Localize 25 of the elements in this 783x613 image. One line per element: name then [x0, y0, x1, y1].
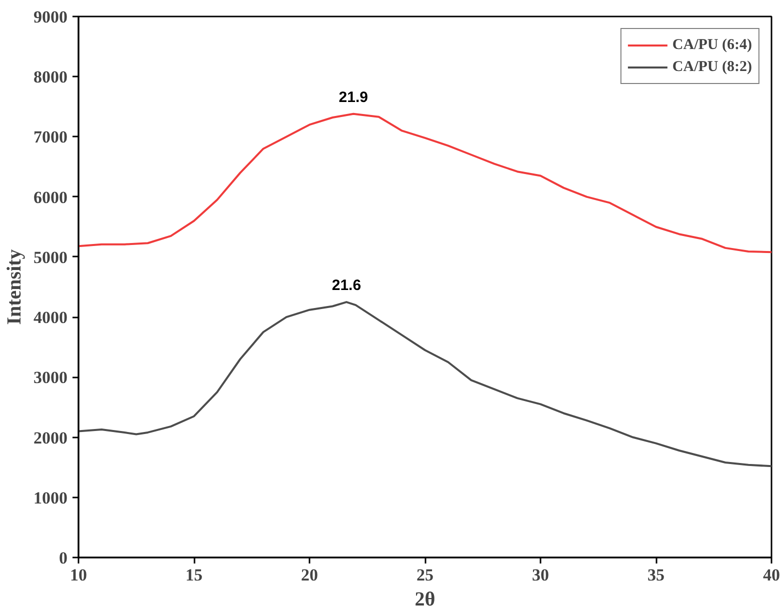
x-tick-label: 10 [70, 566, 87, 584]
x-tick-label: 20 [301, 566, 318, 584]
x-tick-label: 25 [416, 566, 434, 584]
x-axis-title: 2θ [414, 588, 436, 610]
y-tick-label: 4000 [34, 308, 68, 328]
legend-label: CA/PU (6:4) [672, 36, 752, 54]
y-tick-label: 6000 [34, 188, 68, 207]
x-tick-label: 30 [532, 566, 549, 584]
y-tick-label: 1000 [34, 488, 68, 508]
y-tick-label: 7000 [34, 128, 68, 147]
annotation: 21.6 [332, 277, 362, 294]
x-tick-label: 15 [186, 566, 202, 584]
legend-label: CA/PU (8:2) [672, 58, 752, 76]
y-tick-label: 0 [59, 548, 68, 568]
x-tick-label: 40 [763, 566, 780, 584]
y-tick-label: 5000 [34, 248, 68, 267]
x-tick-label: 35 [648, 566, 664, 584]
y-tick-label: 9000 [34, 8, 68, 26]
annotation: 21.9 [338, 88, 368, 106]
line-series [78, 112, 772, 254]
y-axis-title: Intensity [4, 249, 26, 325]
y-tick-label: 8000 [34, 68, 68, 87]
y-tick-label: 3000 [34, 368, 68, 388]
line-series [78, 301, 772, 468]
y-tick-label: 2000 [34, 428, 68, 448]
